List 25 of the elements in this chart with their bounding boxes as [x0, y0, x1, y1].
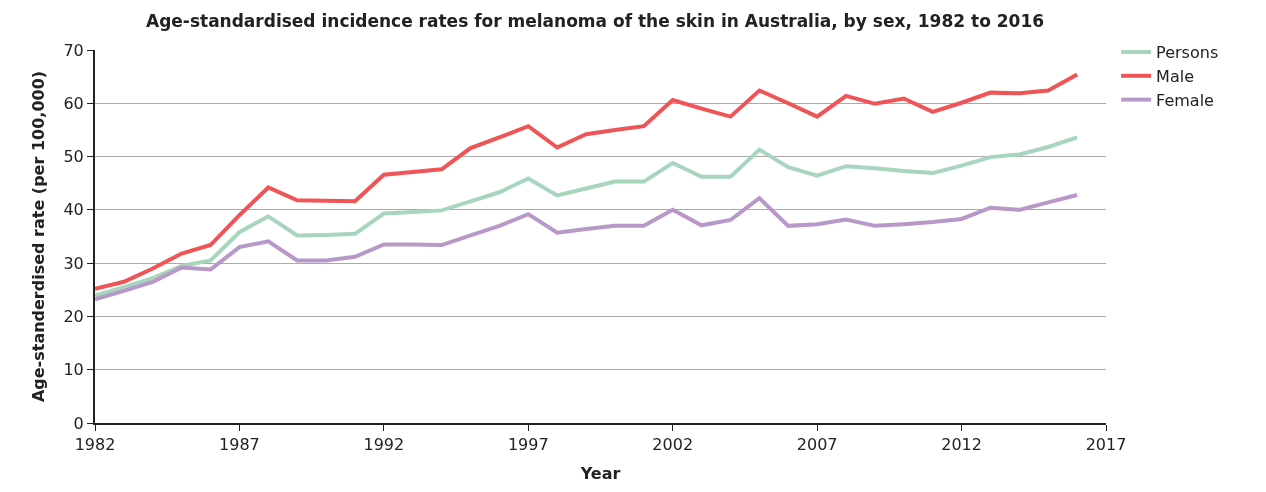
- y-axis-title: Age-standerdised rate (per 100,000): [28, 70, 48, 403]
- x-axis-title: Year: [579, 464, 621, 484]
- y-tick-label: 50: [63, 147, 84, 167]
- legend-label: Female: [1156, 90, 1214, 110]
- legend-label: Male: [1156, 67, 1195, 87]
- y-tick-label: 10: [63, 360, 84, 380]
- y-tick-label: 30: [63, 253, 84, 273]
- y-tick-label: 0: [73, 413, 84, 433]
- x-tick-label: 1982: [74, 435, 116, 455]
- y-tick-label: 70: [63, 40, 84, 60]
- line-series: [95, 72, 1080, 291]
- chart-title: Age-standardised incidence rates for melanoma of the skin in Australia, by sex, 1982 to 2016: [145, 10, 1045, 31]
- line-series: [95, 135, 1080, 298]
- x-tick-label: 2017: [1085, 435, 1127, 455]
- y-tick-label: 40: [63, 200, 84, 220]
- y-tick-label: 20: [63, 307, 84, 327]
- x-tick-label: 1987: [219, 435, 260, 455]
- x-tick-label: 2007: [796, 435, 838, 455]
- x-tick-label: 1992: [363, 435, 405, 455]
- x-tick-label: 1997: [507, 435, 549, 455]
- y-tick-label: 60: [63, 93, 84, 113]
- x-tick-label: 2002: [652, 435, 694, 455]
- x-tick-label: 2012: [941, 435, 982, 455]
- line-series: [95, 192, 1080, 302]
- legend-label: Persons: [1156, 43, 1219, 63]
